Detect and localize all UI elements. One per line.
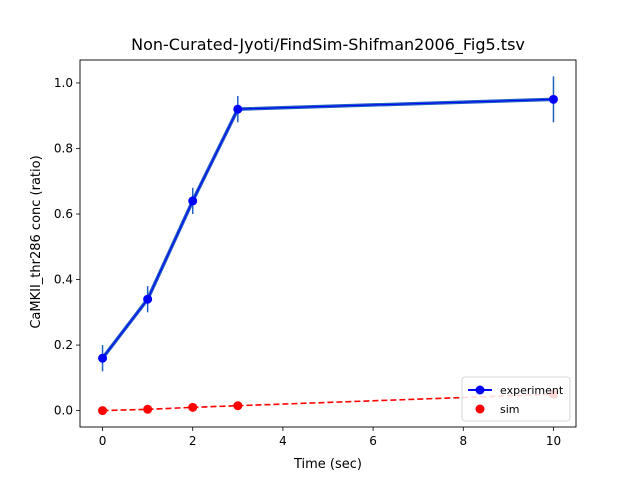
y-tick-label: 1.0	[54, 76, 73, 90]
x-tick-label: 2	[189, 434, 197, 448]
legend-box	[461, 376, 571, 422]
axes-frame	[79, 59, 577, 428]
data-point-experiment	[233, 104, 243, 114]
x-tick-label: 0	[99, 434, 107, 448]
y-tick-label: 0.8	[54, 141, 73, 155]
y-axis-label: CaMKII_thr286 conc (ratio)	[29, 155, 44, 328]
plot-area: 0 2 4 6 8 10 0.0 0.2 0.4 0.6 0.8 1.0	[54, 59, 577, 448]
data-point-experiment	[143, 294, 153, 304]
legend-marker-sim	[475, 404, 485, 414]
y-tick-label: 0.2	[54, 338, 73, 352]
x-axis-label: Time (sec)	[293, 457, 362, 472]
legend-marker-experiment	[475, 385, 485, 395]
y-tick-label: 0.0	[54, 404, 73, 418]
y-tick-label: 0.4	[54, 273, 73, 287]
x-tick-label: 8	[459, 434, 467, 448]
legend-label-experiment: experiment	[500, 384, 564, 397]
data-point-experiment	[548, 94, 558, 104]
data-point-sim	[188, 402, 198, 412]
data-point-experiment	[98, 353, 108, 363]
x-tick-label: 4	[279, 434, 287, 448]
data-point-sim	[98, 406, 108, 416]
chart-title: Non-Curated-Jyoti/FindSim-Shifman2006_Fi…	[131, 35, 525, 55]
data-point-sim	[233, 401, 243, 411]
data-point-sim	[143, 404, 153, 414]
legend: experiment sim	[461, 376, 571, 422]
legend-label-sim: sim	[500, 403, 520, 416]
y-tick-label: 0.6	[54, 207, 73, 221]
data-point-experiment	[188, 196, 198, 206]
x-tick-label: 10	[546, 434, 561, 448]
x-tick-label: 6	[369, 434, 377, 448]
